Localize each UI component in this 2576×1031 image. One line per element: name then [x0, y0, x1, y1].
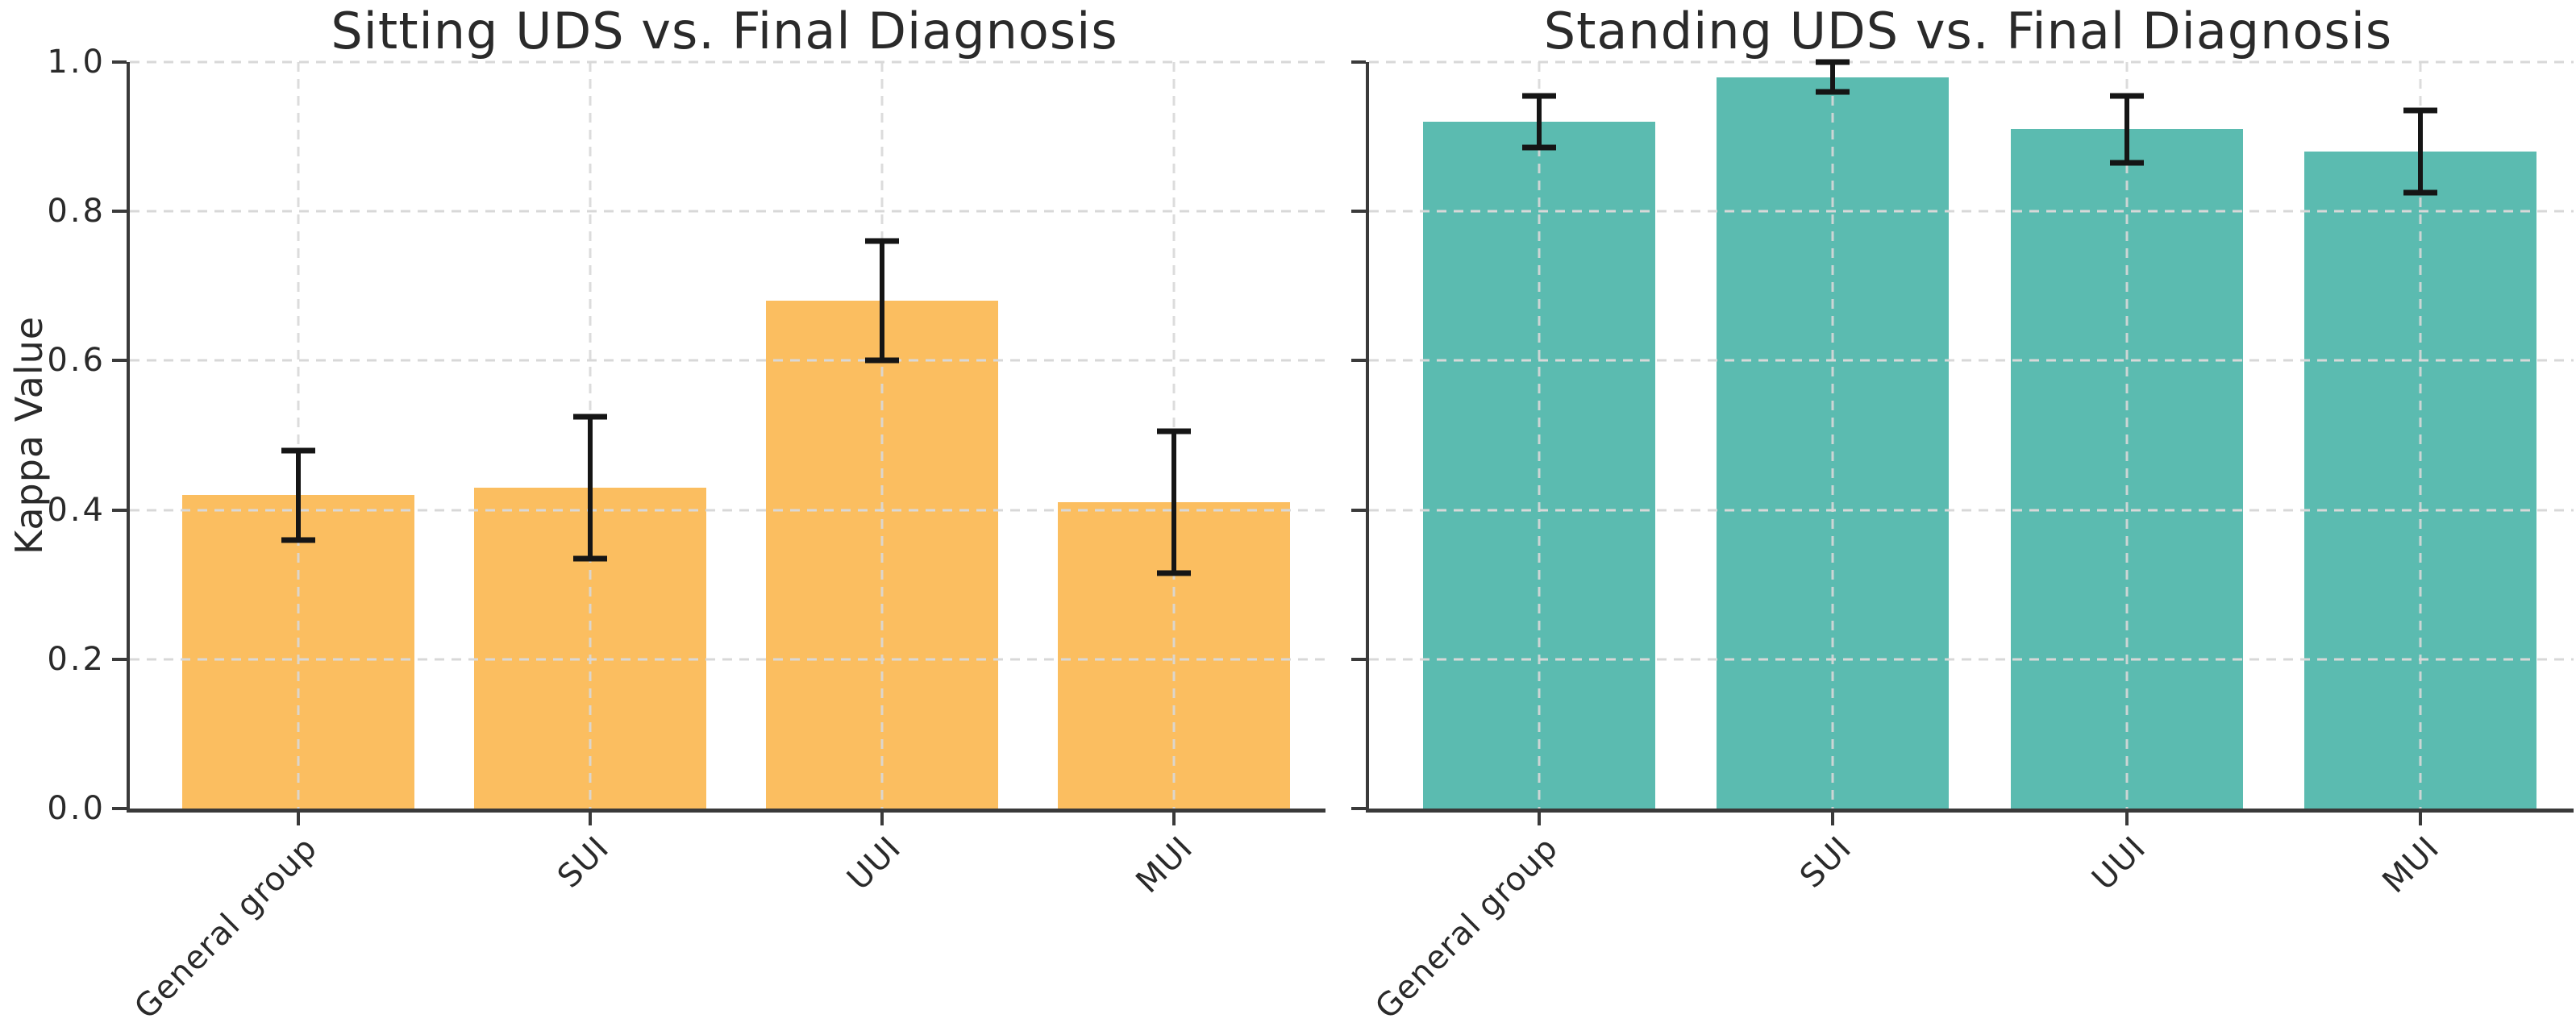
- right-chart-title: Standing UDS vs. Final Diagnosis: [1543, 2, 2393, 60]
- x-tick-label: UUI: [2084, 829, 2154, 898]
- error-bar-cap-top: [2403, 107, 2438, 114]
- left-plot-area: 0.0 0.2 0.4 0.6 0.8 1.0 General group SUI UUI MUI: [47, 44, 1325, 1026]
- error-bar-cap-bottom: [281, 537, 316, 543]
- h-gridline: [1369, 359, 2574, 362]
- x-tick-label: UUI: [839, 829, 909, 898]
- h-gridline: [130, 60, 1325, 64]
- v-gridline: [880, 62, 884, 809]
- v-gridline: [2419, 62, 2422, 809]
- v-gridline: [1831, 62, 1834, 809]
- y-tick-mark: [1351, 60, 1366, 64]
- y-tick-mark: [112, 60, 127, 64]
- error-bar-line: [2418, 110, 2424, 193]
- error-bar-cap-bottom: [1156, 570, 1191, 576]
- error-bar-line: [1830, 62, 1836, 93]
- error-bar-cap-bottom: [864, 357, 899, 364]
- error-bar-cap-top: [864, 238, 899, 244]
- x-tick-mark: [2124, 813, 2129, 825]
- x-tick-label: General group: [1367, 829, 1566, 1027]
- y-tick-mark: [1351, 210, 1366, 214]
- v-gridline: [2125, 62, 2129, 809]
- h-gridline: [130, 509, 1325, 512]
- error-bar-cap-bottom: [2403, 189, 2438, 196]
- h-gridline: [130, 359, 1325, 362]
- x-tick-mark: [2419, 813, 2423, 825]
- x-tick-label: MUI: [2375, 829, 2447, 901]
- error-bar-cap-bottom: [1816, 89, 1850, 95]
- x-tick-label: SUI: [550, 829, 617, 896]
- x-tick-mark: [880, 813, 884, 825]
- error-bar-cap-bottom: [2109, 160, 2144, 166]
- error-bar-cap-top: [1521, 93, 1556, 99]
- error-bar-line: [587, 416, 593, 559]
- h-gridline: [1369, 509, 2574, 512]
- error-bar-line: [1536, 95, 1542, 148]
- x-tick-mark: [1831, 813, 1835, 825]
- y-tick-mark: [112, 657, 127, 661]
- y-tick-label: 0.4: [47, 491, 106, 529]
- error-bar-line: [296, 450, 302, 540]
- x-tick-label: MUI: [1129, 829, 1201, 901]
- v-gridline: [297, 62, 300, 809]
- left-chart-title: Sitting UDS vs. Final Diagnosis: [331, 2, 1118, 60]
- y-tick-mark: [112, 210, 127, 214]
- right-plot-area: General group SUI UUI MUI: [1351, 59, 2574, 1026]
- error-bar-cap-top: [1156, 428, 1191, 434]
- y-tick-mark: [1351, 807, 1366, 810]
- error-bar-line: [879, 241, 884, 361]
- y-tick-label: 0.6: [47, 342, 106, 380]
- x-tick-label: SUI: [1793, 829, 1859, 896]
- y-tick-mark: [1351, 359, 1366, 363]
- error-bar-cap-top: [572, 414, 607, 420]
- y-tick-mark: [112, 359, 127, 363]
- error-bar-line: [1171, 431, 1176, 574]
- y-tick-label: 0.0: [47, 790, 106, 827]
- y-tick-mark: [112, 807, 127, 810]
- x-tick-mark: [588, 813, 592, 825]
- y-tick-mark: [112, 508, 127, 512]
- h-gridline: [130, 658, 1325, 661]
- y-tick-mark: [1351, 508, 1366, 512]
- error-bar-cap-bottom: [1521, 144, 1556, 151]
- y-axis-label: Kappa Value: [7, 315, 51, 555]
- h-gridline: [1369, 60, 2574, 64]
- error-bar-cap-top: [1816, 59, 1850, 65]
- y-tick-label: 0.2: [47, 640, 106, 678]
- x-tick-mark: [1537, 813, 1541, 825]
- v-gridline: [1538, 62, 1541, 809]
- error-bar-line: [2124, 95, 2129, 164]
- error-bar-cap-bottom: [572, 555, 607, 562]
- h-gridline: [1369, 658, 2574, 661]
- error-bar-cap-top: [281, 447, 316, 454]
- x-tick-label: General group: [127, 829, 325, 1027]
- y-tick-label: 1.0: [47, 44, 106, 81]
- h-gridline: [1369, 210, 2574, 213]
- error-bar-cap-top: [2109, 93, 2144, 99]
- x-tick-mark: [297, 813, 301, 825]
- x-tick-mark: [1171, 813, 1176, 825]
- h-gridline: [130, 210, 1325, 213]
- y-tick-mark: [1351, 657, 1366, 661]
- y-tick-label: 0.8: [47, 193, 106, 231]
